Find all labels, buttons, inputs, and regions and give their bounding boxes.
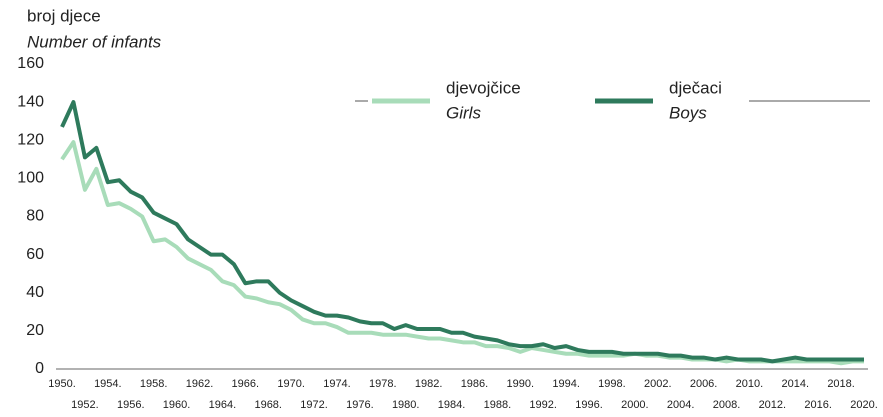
- series-line: [60, 140, 864, 366]
- x-tick-label: 1950.: [48, 378, 76, 390]
- x-tick-label: 1966.: [232, 378, 260, 390]
- x-tick-label: 1974.: [323, 378, 351, 390]
- y-tick-label: 140: [17, 93, 44, 110]
- x-tick-label: 1958.: [140, 378, 168, 390]
- x-tick-label: 2020.: [850, 399, 878, 411]
- y-tick-label: 0: [35, 360, 44, 377]
- x-tick-label: 2004.: [667, 399, 695, 411]
- x-tick-label: 1970.: [277, 378, 305, 390]
- x-tick-label: 1998.: [598, 378, 626, 390]
- y-tick-label: 20: [26, 322, 44, 339]
- x-tick-label: 1962.: [186, 378, 214, 390]
- x-tick-label: 1954.: [94, 378, 122, 390]
- legend-label: djevojčice: [446, 78, 521, 97]
- y-tick-label: 160: [17, 55, 44, 72]
- y-tick-label: 40: [26, 284, 44, 301]
- y-tick-label: 100: [17, 170, 44, 187]
- x-tick-label: 2010.: [736, 378, 764, 390]
- y-axis-label-en: Number of infants: [27, 32, 162, 51]
- x-tick-label: 2016.: [804, 399, 832, 411]
- x-tick-label: 1980.: [392, 399, 420, 411]
- x-tick-label: 2008.: [713, 399, 741, 411]
- x-tick-label: 1956.: [117, 399, 145, 411]
- x-tick-label: 1988.: [484, 399, 512, 411]
- y-tick-label: 80: [26, 208, 44, 225]
- legend-label-en: Boys: [669, 103, 707, 122]
- x-tick-label: 1978.: [369, 378, 397, 390]
- x-tick-label: 1952.: [71, 399, 99, 411]
- series-line: [60, 100, 864, 364]
- legend-label-en: Girls: [446, 103, 481, 122]
- y-axis-label: broj djece: [27, 6, 101, 25]
- x-tick-label: 2014.: [781, 378, 809, 390]
- x-tick-label: 1976.: [346, 399, 374, 411]
- x-tick-label: 1972.: [300, 399, 328, 411]
- x-tick-label: 1986.: [461, 378, 489, 390]
- x-tick-label: 1994.: [552, 378, 580, 390]
- x-tick-label: 2006.: [690, 378, 718, 390]
- x-tick-label: 1996.: [575, 399, 603, 411]
- x-tick-label: 1990.: [507, 378, 535, 390]
- legend-label: dječaci: [669, 78, 722, 97]
- x-tick-label: 2002.: [644, 378, 672, 390]
- x-tick-label: 2018.: [827, 378, 855, 390]
- x-tick-label: 2000.: [621, 399, 649, 411]
- x-tick-label: 2012.: [759, 399, 787, 411]
- x-tick-label: 1992.: [529, 399, 557, 411]
- x-tick-label: 1982.: [415, 378, 443, 390]
- x-tick-label: 1968.: [254, 399, 282, 411]
- x-tick-label: 1960.: [163, 399, 191, 411]
- x-tick-label: 1984.: [438, 399, 466, 411]
- y-tick-label: 60: [26, 246, 44, 263]
- y-tick-label: 120: [17, 131, 44, 148]
- x-tick-label: 1964.: [209, 399, 237, 411]
